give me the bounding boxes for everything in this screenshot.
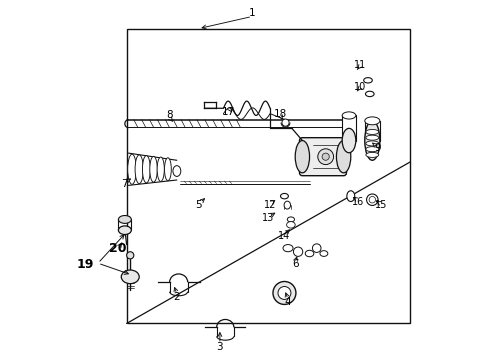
- Ellipse shape: [287, 217, 294, 222]
- Ellipse shape: [284, 201, 291, 209]
- Ellipse shape: [119, 226, 131, 234]
- Ellipse shape: [119, 216, 131, 224]
- Text: 5: 5: [195, 200, 202, 210]
- Text: 6: 6: [292, 259, 298, 269]
- Ellipse shape: [366, 91, 374, 96]
- Ellipse shape: [337, 140, 351, 173]
- Circle shape: [318, 149, 334, 165]
- Ellipse shape: [320, 251, 328, 256]
- Circle shape: [369, 197, 375, 203]
- Ellipse shape: [150, 156, 157, 182]
- Text: 11: 11: [354, 60, 366, 70]
- Circle shape: [273, 282, 296, 305]
- Text: 17: 17: [222, 107, 236, 117]
- Text: 18: 18: [274, 109, 288, 119]
- Ellipse shape: [366, 130, 379, 134]
- Text: 20: 20: [109, 242, 126, 255]
- Ellipse shape: [128, 154, 136, 184]
- Text: 7: 7: [122, 179, 128, 189]
- Ellipse shape: [342, 129, 356, 153]
- Circle shape: [126, 252, 134, 259]
- Text: 14: 14: [278, 231, 291, 240]
- Ellipse shape: [287, 222, 295, 228]
- Ellipse shape: [143, 156, 150, 183]
- Text: 1: 1: [249, 8, 255, 18]
- Circle shape: [322, 153, 329, 160]
- Text: 15: 15: [375, 200, 388, 210]
- Ellipse shape: [157, 157, 164, 181]
- Ellipse shape: [347, 191, 355, 202]
- Text: 13: 13: [262, 213, 274, 222]
- Ellipse shape: [365, 121, 380, 160]
- Text: 12: 12: [264, 200, 276, 210]
- Ellipse shape: [283, 244, 293, 252]
- Text: 2: 2: [173, 292, 180, 302]
- Ellipse shape: [280, 193, 289, 199]
- Ellipse shape: [305, 250, 314, 257]
- Ellipse shape: [366, 135, 379, 140]
- Text: 3: 3: [217, 342, 223, 352]
- Text: 16: 16: [352, 197, 364, 207]
- Circle shape: [278, 287, 291, 300]
- FancyBboxPatch shape: [299, 138, 346, 176]
- Ellipse shape: [366, 152, 379, 157]
- Ellipse shape: [295, 140, 310, 173]
- Bar: [126, 30, 410, 323]
- Text: 9: 9: [374, 143, 381, 153]
- Ellipse shape: [366, 141, 379, 146]
- Ellipse shape: [173, 166, 181, 176]
- Text: 8: 8: [167, 111, 173, 121]
- Ellipse shape: [364, 78, 372, 83]
- Text: 10: 10: [354, 82, 366, 92]
- Ellipse shape: [135, 155, 144, 184]
- Ellipse shape: [294, 247, 303, 256]
- Ellipse shape: [313, 244, 321, 252]
- Text: 4: 4: [285, 297, 292, 307]
- Ellipse shape: [122, 270, 139, 284]
- Text: 19: 19: [77, 258, 94, 271]
- Ellipse shape: [342, 112, 356, 119]
- Ellipse shape: [365, 117, 380, 125]
- Ellipse shape: [366, 147, 379, 152]
- Circle shape: [282, 119, 289, 126]
- Ellipse shape: [165, 158, 172, 181]
- Circle shape: [367, 194, 378, 206]
